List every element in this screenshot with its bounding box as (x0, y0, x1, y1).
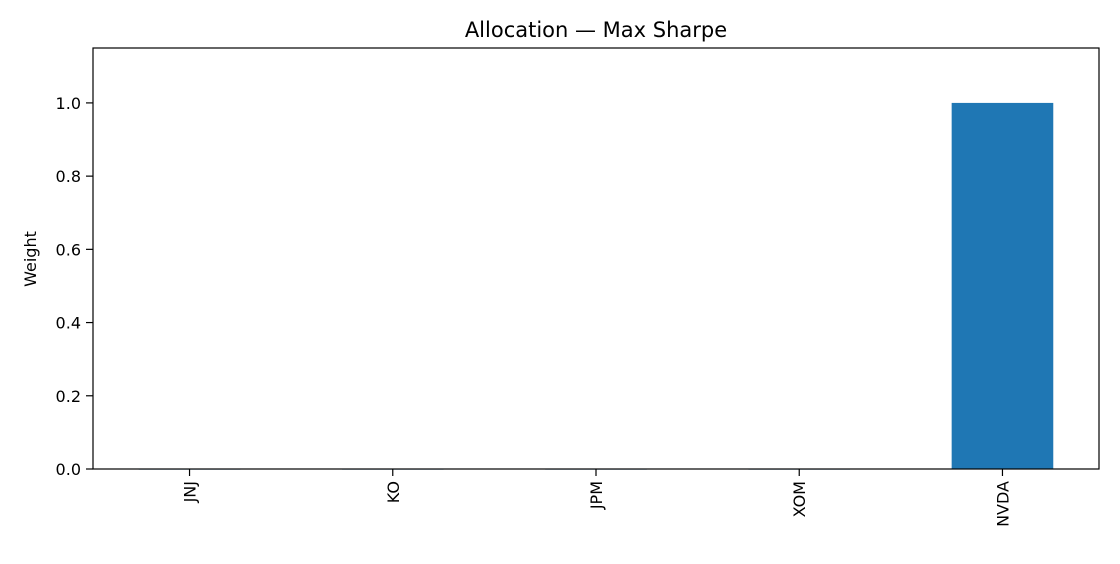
x-axis: JNJ KO JPM XOM NVDA (181, 469, 1012, 527)
bars-layer (138, 102, 1054, 470)
x-tick-label: XOM (790, 481, 809, 517)
y-tick-label: 0.4 (56, 314, 81, 333)
y-axis: 0.0 0.2 0.4 0.6 0.8 1.0 (56, 94, 93, 479)
y-tick-label: 0.8 (56, 167, 81, 186)
bar-nvda (951, 102, 1054, 470)
chart-title: Allocation — Max Sharpe (465, 18, 727, 42)
y-tick-label: 1.0 (56, 94, 81, 113)
y-axis-label: Weight (21, 231, 40, 287)
x-tick-label: NVDA (993, 481, 1012, 527)
x-tick-label: JPM (587, 481, 606, 510)
y-tick-label: 0.2 (56, 387, 81, 406)
x-tick-label: KO (384, 481, 403, 503)
y-tick-label: 0.6 (56, 240, 81, 259)
x-tick-label: JNJ (181, 481, 200, 503)
plot-frame (92, 47, 1100, 470)
y-tick-label: 0.0 (56, 460, 81, 479)
